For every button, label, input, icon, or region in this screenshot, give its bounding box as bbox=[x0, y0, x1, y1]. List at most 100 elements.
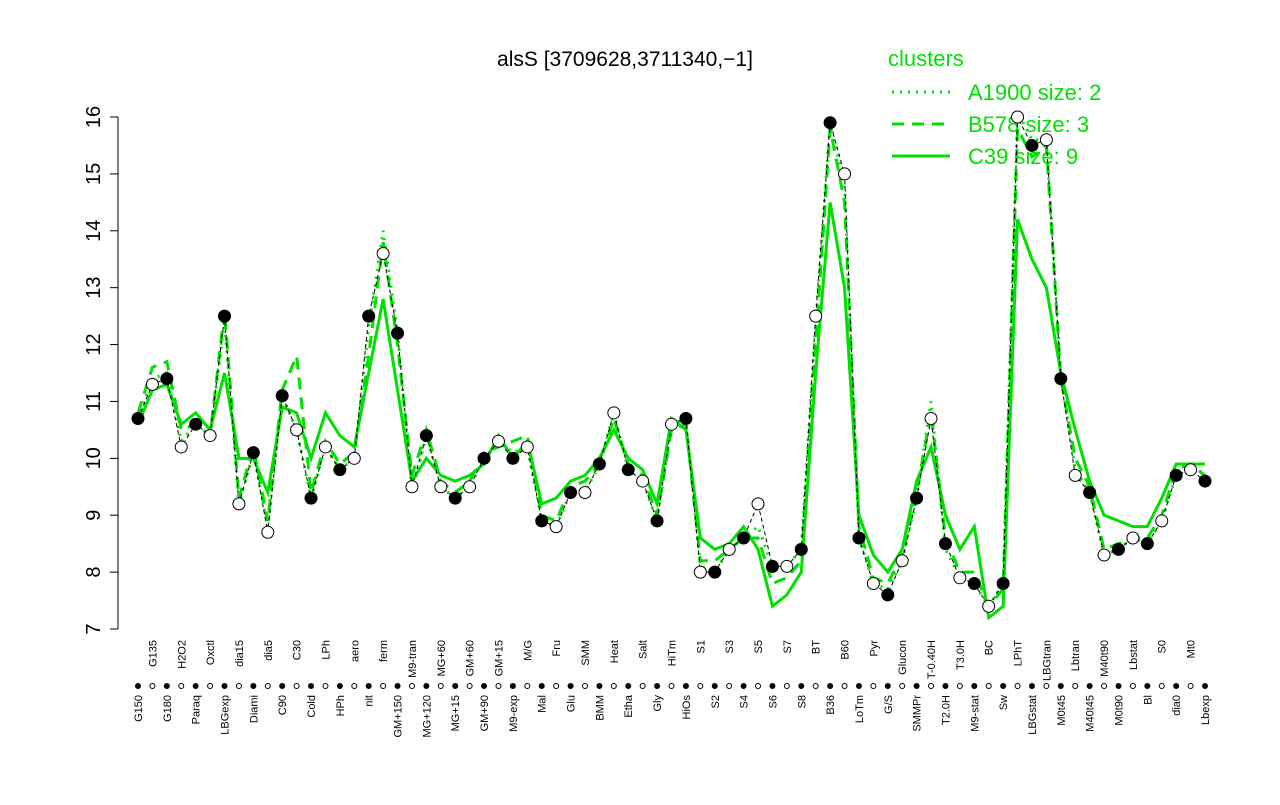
x-tick-label: Lbexp bbox=[1200, 695, 1212, 725]
x-tick-marker bbox=[279, 683, 286, 689]
point bbox=[895, 554, 909, 568]
x-tick-marker bbox=[625, 683, 632, 689]
point bbox=[535, 514, 549, 528]
point bbox=[419, 429, 433, 443]
y-tick-label: 15 bbox=[83, 163, 105, 185]
y-tick-label: 14 bbox=[83, 220, 105, 242]
x-tick-marker bbox=[235, 683, 242, 689]
point bbox=[362, 309, 376, 323]
point bbox=[203, 429, 217, 443]
x-tick-label: M40t90 bbox=[1099, 640, 1111, 677]
x-tick-label: S6 bbox=[767, 695, 779, 708]
x-tick-label: S5 bbox=[753, 640, 765, 653]
point bbox=[232, 497, 246, 511]
point bbox=[665, 417, 678, 431]
x-tick-marker bbox=[769, 683, 776, 689]
x-tick-label: S2 bbox=[710, 695, 722, 708]
x-tick-marker bbox=[380, 683, 387, 689]
x-tick-label: Glu bbox=[566, 695, 578, 712]
x-tick-marker bbox=[1158, 683, 1165, 689]
x-tick-marker bbox=[163, 683, 170, 689]
point bbox=[347, 451, 361, 465]
point bbox=[477, 451, 491, 465]
point bbox=[996, 576, 1010, 590]
x-tick-marker bbox=[798, 683, 805, 689]
x-tick-label: LBGexp bbox=[220, 695, 232, 735]
point bbox=[304, 491, 318, 505]
point bbox=[938, 537, 952, 551]
point bbox=[174, 440, 188, 454]
point bbox=[982, 599, 996, 613]
x-tick-label: S7 bbox=[782, 640, 794, 653]
x-tick-label: SMM bbox=[580, 640, 592, 666]
x-tick-marker bbox=[812, 683, 819, 689]
x-tick-marker bbox=[192, 683, 199, 689]
point bbox=[506, 451, 520, 465]
x-tick-marker bbox=[610, 683, 617, 689]
x-tick-label: S0 bbox=[1157, 640, 1169, 653]
cluster-line bbox=[136, 127, 1206, 610]
x-tick-marker bbox=[985, 683, 992, 689]
x-tick-marker bbox=[452, 683, 459, 689]
point bbox=[650, 514, 664, 528]
x-tick-label: M9-tran bbox=[407, 640, 419, 678]
x-tick-label: Mal bbox=[537, 695, 549, 713]
x-tick-label: M9-stat bbox=[969, 695, 981, 732]
x-tick-marker bbox=[1043, 683, 1050, 689]
x-tick-marker bbox=[394, 683, 401, 689]
point bbox=[290, 423, 304, 437]
x-tick-label: G150 bbox=[133, 695, 145, 722]
legend-label: C39 size: 9 bbox=[968, 144, 1078, 169]
x-tick-label: M0t45 bbox=[1056, 695, 1068, 726]
x-tick-label: T2.0H bbox=[940, 695, 952, 725]
point bbox=[967, 576, 981, 590]
x-tick-label: G/S bbox=[883, 695, 895, 714]
x-tick-marker bbox=[293, 683, 300, 689]
x-tick-label: LPh bbox=[320, 640, 332, 660]
legend-label: B578 size: 3 bbox=[968, 112, 1089, 137]
point bbox=[1126, 531, 1140, 545]
x-tick-label: LPhT bbox=[1013, 640, 1025, 667]
x-tick-label: G135 bbox=[147, 640, 159, 667]
x-tick-label: BT bbox=[811, 640, 823, 654]
x-tick-marker bbox=[567, 683, 574, 689]
x-tick-label: GM+15 bbox=[493, 640, 505, 676]
x-tick-marker bbox=[581, 683, 588, 689]
x-tick-marker bbox=[639, 683, 646, 689]
x-tick-marker bbox=[1202, 683, 1208, 689]
y-tick-label: 12 bbox=[83, 333, 105, 355]
x-tick-label: B36 bbox=[825, 695, 837, 715]
x-tick-label: Sw bbox=[998, 695, 1010, 710]
x-tick-marker bbox=[1072, 683, 1079, 689]
x-tick-marker bbox=[899, 683, 906, 689]
x-tick-label: BC bbox=[984, 640, 996, 655]
point bbox=[318, 440, 332, 454]
x-tick-marker bbox=[1101, 683, 1108, 689]
point bbox=[564, 485, 578, 499]
x-tick-label: dia0 bbox=[1171, 695, 1183, 716]
point bbox=[1198, 474, 1212, 488]
x-tick-label: Glucon bbox=[897, 640, 909, 675]
point bbox=[160, 372, 174, 386]
point bbox=[1025, 138, 1039, 152]
x-tick-label: C90 bbox=[277, 695, 289, 715]
point bbox=[333, 463, 347, 477]
point bbox=[621, 463, 635, 477]
x-tick-label: C30 bbox=[292, 640, 304, 660]
point bbox=[405, 480, 419, 494]
x-tick-marker bbox=[221, 683, 228, 689]
x-tick-label: Mt0 bbox=[1186, 640, 1198, 658]
y-tick-label: 11 bbox=[83, 391, 105, 412]
x-tick-label: G180 bbox=[162, 695, 174, 722]
x-tick-label: HPh bbox=[335, 695, 347, 716]
x-tick-label: BMM bbox=[594, 695, 606, 721]
x-tick-label: M0t90 bbox=[1113, 695, 1125, 726]
x-tick-marker bbox=[682, 683, 689, 689]
x-tick-marker bbox=[1187, 683, 1194, 689]
legend-title: clusters bbox=[888, 46, 964, 71]
x-tick-marker bbox=[437, 683, 444, 689]
point bbox=[881, 588, 895, 602]
point bbox=[246, 446, 260, 460]
y-tick-label: 8 bbox=[83, 567, 105, 578]
x-tick-label: M40t45 bbox=[1085, 695, 1097, 732]
